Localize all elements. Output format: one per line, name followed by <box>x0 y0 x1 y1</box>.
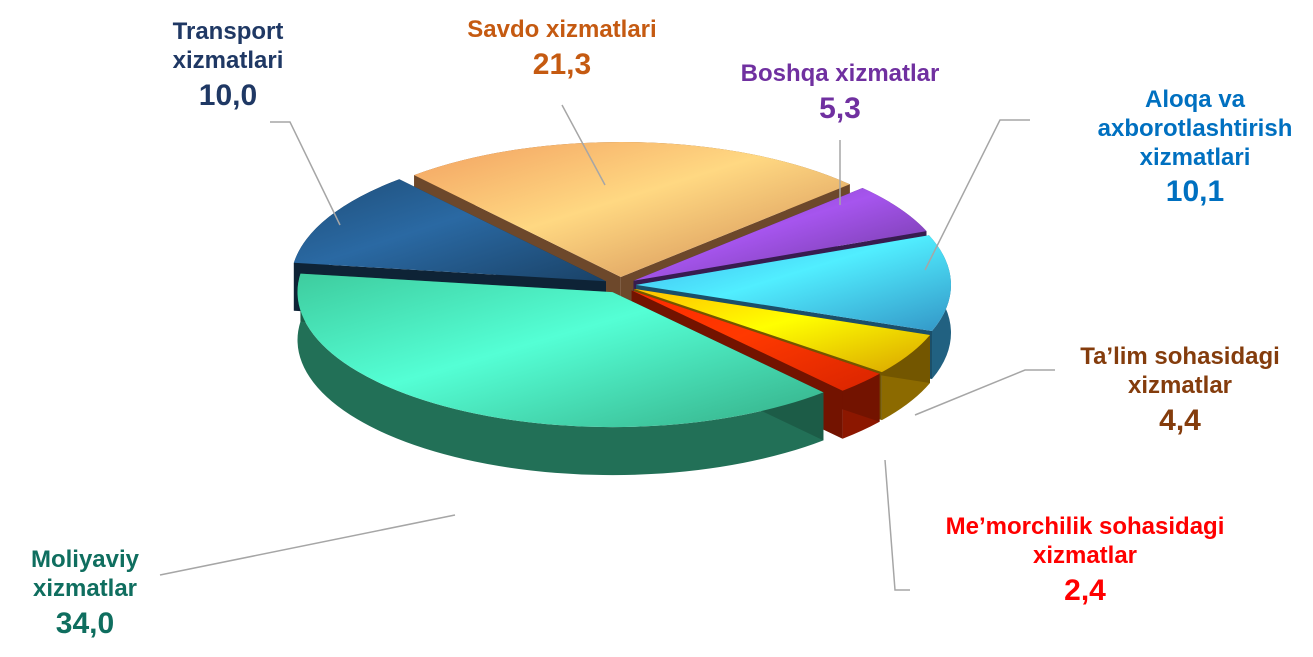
slice <box>414 142 850 278</box>
leader-line <box>914 369 1055 416</box>
slice-label: Boshqa xizmatlar 5,3 <box>690 60 990 127</box>
slice-side <box>297 273 824 476</box>
slice <box>293 179 606 282</box>
slice-label: Aloqa va axborotlashtirish xizmatlari 10,… <box>1080 86 1310 210</box>
leader-line <box>270 121 341 226</box>
leader-line <box>884 459 910 591</box>
slice <box>297 273 824 428</box>
value-label: 10,0 <box>198 78 258 112</box>
slice-label: Moliyaviy xizmatlar 34,0 <box>0 546 170 642</box>
leader-line <box>924 119 1030 271</box>
value-label: 10,1 <box>1165 175 1225 209</box>
slice <box>633 288 931 373</box>
category-label: Transport xizmatlari <box>172 18 284 74</box>
slice-label: Me’morchilik sohasidagi xizmatlar 2,4 <box>940 513 1230 609</box>
category-label: Aloqa va axborotlashtirish xizmatlari <box>1097 86 1293 171</box>
value-label: 34,0 <box>55 606 115 640</box>
slice-label: Transport xizmatlari 10,0 <box>153 18 303 114</box>
slice <box>635 235 951 332</box>
slice-label: Savdo xizmatlari 21,3 <box>402 16 722 83</box>
slice <box>633 188 927 281</box>
category-label: Boshqa xizmatlar <box>740 60 940 87</box>
category-label: Ta’lim sohasidagi xizmatlar <box>1080 343 1280 399</box>
leader-line <box>159 514 456 576</box>
leader-line <box>561 104 606 186</box>
category-label: Savdo xizmatlari <box>467 16 657 43</box>
value-label: 21,3 <box>532 47 592 81</box>
value-label: 4,4 <box>1159 403 1201 437</box>
value-label: 5,3 <box>819 91 861 125</box>
category-label: Moliyaviy xizmatlar <box>30 546 140 602</box>
slice <box>631 290 880 391</box>
slice-label: Ta’lim sohasidagi xizmatlar 4,4 <box>1050 343 1310 439</box>
value-label: 2,4 <box>1064 573 1106 607</box>
category-label: Me’morchilik sohasidagi xizmatlar <box>945 513 1225 569</box>
